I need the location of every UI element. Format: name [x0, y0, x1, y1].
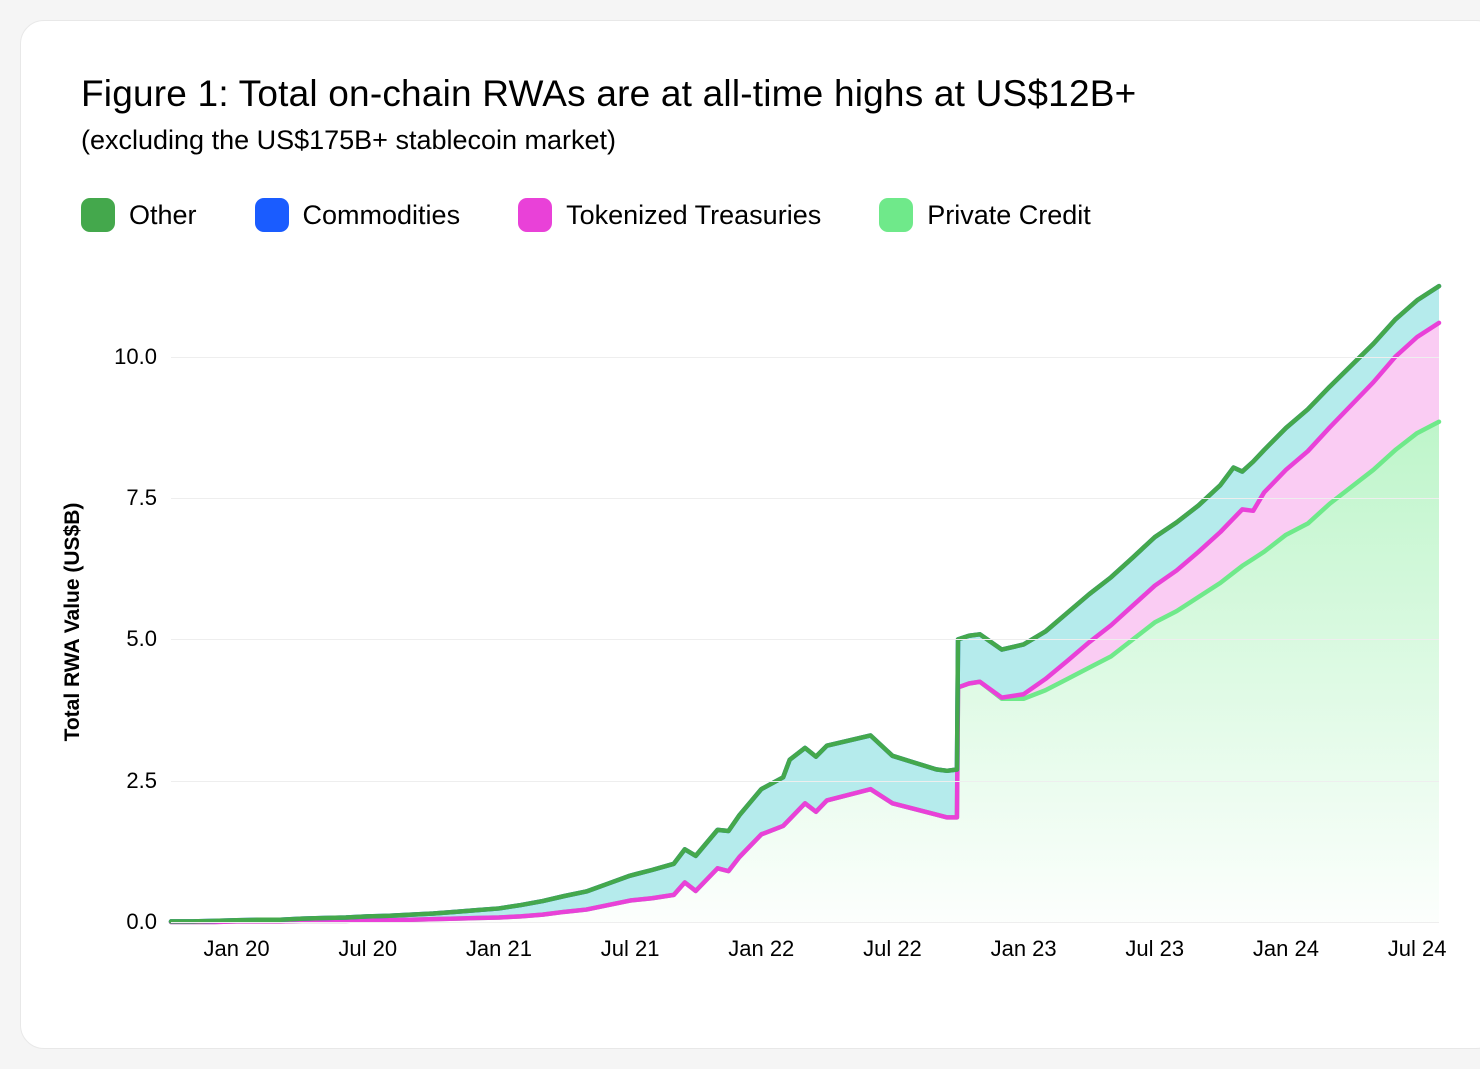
y-tick-label: 7.5	[126, 485, 157, 511]
legend-label: Tokenized Treasuries	[566, 200, 821, 231]
gridline	[171, 639, 1439, 640]
y-axis-label: Total RWA Value (US$B)	[61, 503, 85, 742]
gridline	[171, 922, 1439, 923]
legend-item-private-credit: Private Credit	[879, 198, 1091, 232]
x-tick-label: Jan 22	[728, 936, 794, 962]
x-tick-label: Jan 21	[466, 936, 532, 962]
legend-swatch	[518, 198, 552, 232]
gridline	[171, 357, 1439, 358]
x-tick-label: Jul 21	[601, 936, 660, 962]
figure-subtitle: (excluding the US$175B+ stablecoin marke…	[81, 125, 1439, 156]
y-tick-label: 5.0	[126, 626, 157, 652]
chart-svg	[171, 272, 1439, 922]
gridline	[171, 498, 1439, 499]
plot: 0.02.55.07.510.0Jan 20Jul 20Jan 21Jul 21…	[171, 272, 1439, 922]
legend: Other Commodities Tokenized Treasuries P…	[81, 198, 1439, 232]
legend-item-commodities: Commodities	[255, 198, 461, 232]
figure-card: Figure 1: Total on-chain RWAs are at all…	[20, 20, 1480, 1049]
x-tick-label: Jan 20	[204, 936, 270, 962]
legend-label: Other	[129, 200, 197, 231]
legend-item-tokenized-treasuries: Tokenized Treasuries	[518, 198, 821, 232]
figure-title: Figure 1: Total on-chain RWAs are at all…	[81, 73, 1439, 115]
x-tick-label: Jul 23	[1125, 936, 1184, 962]
legend-swatch	[879, 198, 913, 232]
y-tick-label: 10.0	[114, 344, 157, 370]
x-tick-label: Jul 24	[1388, 936, 1447, 962]
x-tick-label: Jan 24	[1253, 936, 1319, 962]
x-tick-label: Jul 20	[338, 936, 397, 962]
x-tick-label: Jan 23	[991, 936, 1057, 962]
legend-label: Commodities	[303, 200, 461, 231]
y-tick-label: 0.0	[126, 909, 157, 935]
x-tick-label: Jul 22	[863, 936, 922, 962]
legend-swatch	[81, 198, 115, 232]
legend-label: Private Credit	[927, 200, 1091, 231]
chart-area: Total RWA Value (US$B) 0.02.55.07.510.0J…	[81, 272, 1439, 972]
legend-item-other: Other	[81, 198, 197, 232]
y-tick-label: 2.5	[126, 768, 157, 794]
legend-swatch	[255, 198, 289, 232]
gridline	[171, 781, 1439, 782]
